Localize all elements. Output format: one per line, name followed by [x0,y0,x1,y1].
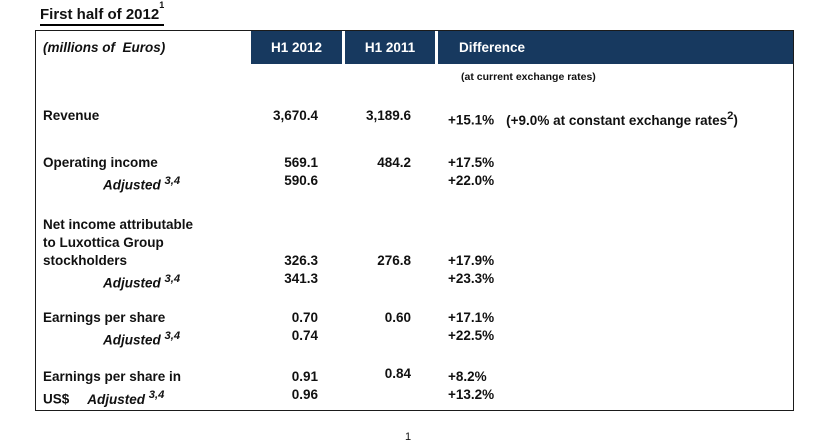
difference-value: +22.0% [448,173,495,188]
difference-value: +15.1% [448,112,495,128]
page-title-text: First half of 2012 [40,6,160,23]
column-header-difference: Difference [438,31,793,64]
value-h1-2011: 0.60 [384,310,411,325]
adjusted-label: Adjusted [103,275,161,291]
footnote-marker: 2 [727,110,734,122]
value-h1-2012: 0.70 [291,310,318,325]
page-number: 1 [405,431,412,443]
row-label: Revenue [43,108,100,123]
financial-results-table: (millions of Euros) H1 2012 H1 2011 Diff… [35,30,794,411]
table-row-operating-income: Operating income 569.1 484.2 +17.5% [36,154,793,172]
row-label: stockholders [43,253,128,268]
row-label: to Luxottica Group [43,235,164,250]
value-h1-2011 [345,270,435,293]
difference-value: +17.9% [448,253,495,268]
column-header-h1-2012: H1 2012 [251,31,342,64]
value-h1-2012: 341.3 [284,271,318,286]
row-label-usd-adjusted: US$ Adjusted 3,4 [36,386,251,409]
table-row-net-income-line1: Net income attributable [36,216,793,234]
table-row-eps-usd-line2: US$ Adjusted 3,4 0.96 +13.2% [36,386,793,407]
page-title: First half of 20121 [40,0,165,26]
adjusted-label: Adjusted [87,391,146,407]
row-label: Earnings per share in [43,369,182,384]
value-h1-2011 [345,386,435,409]
footnote-marker: 3,4 [164,330,181,342]
footnote-marker: 3,4 [148,389,165,401]
difference-value: +17.5% [448,155,495,170]
difference-cell: +15.1% (+9.0% at constant exchange rates2… [438,107,793,130]
usd-label: US$ [43,391,70,407]
exchange-rates-note: (at current exchange rates) [461,71,596,83]
value-h1-2011: 0.84 [384,366,411,381]
value-h1-2012: 0.96 [291,387,318,402]
difference-value: +8.2% [448,369,487,384]
row-label: Operating income [43,155,158,170]
table-row-net-income-line3: stockholders 326.3 276.8 +17.9% [36,252,793,270]
difference-value: +17.1% [448,310,495,325]
difference-value: +22.5% [448,328,495,343]
table-row-revenue: Revenue 3,670.4 3,189.6 +15.1% (+9.0% at … [36,107,793,128]
adjusted-label: Adjusted [103,332,161,348]
value-h1-2011: 276.8 [377,253,411,268]
difference-value: +23.3% [448,271,495,286]
row-label: Net income attributable [43,217,194,232]
table-row-eps-usd-line1: Earnings per share in 0.91 0.84 +8.2% [36,366,793,386]
value-h1-2012: 326.3 [284,253,318,268]
value-h1-2012: 590.6 [284,173,318,188]
value-h1-2011: 3,189.6 [365,108,411,123]
table-row-net-income-adjusted: Adjusted 3,4 341.3 +23.3% [36,270,793,291]
footnote-marker: 3,4 [164,175,181,187]
table-row-operating-income-adjusted: Adjusted 3,4 590.6 +22.0% [36,172,793,193]
constant-rates-note: (+9.0% at constant exchange rates [506,112,728,128]
row-label-adjusted: Adjusted 3,4 [36,172,251,195]
table-row-eps: Earnings per share 0.70 0.60 +17.1% [36,309,793,327]
table-row-net-income-line2: to Luxottica Group [36,234,793,252]
table-row-eps-adjusted: Adjusted 3,4 0.74 +22.5% [36,327,793,348]
row-label-adjusted: Adjusted 3,4 [36,327,251,350]
value-h1-2012: 0.91 [291,369,318,384]
units-label: (millions of Euros) [36,31,251,64]
column-header-h1-2011: H1 2011 [345,31,435,64]
value-h1-2012: 569.1 [284,155,318,170]
value-h1-2012: 0.74 [291,328,318,343]
value-h1-2012: 3,670.4 [272,108,318,123]
table-header-row: (millions of Euros) H1 2012 H1 2011 Diff… [36,31,793,64]
row-label: Earnings per share [43,310,166,325]
table-subheader-row: (at current exchange rates) [36,69,793,85]
page-title-footnote-marker: 1 [159,0,165,10]
value-h1-2011 [345,327,435,350]
footnote-marker: 3,4 [164,273,181,285]
row-label-adjusted: Adjusted 3,4 [36,270,251,293]
adjusted-label: Adjusted [103,177,161,193]
constant-rates-note-close: ) [733,112,738,128]
difference-value: +13.2% [448,387,495,402]
value-h1-2011 [345,172,435,195]
value-h1-2011: 484.2 [377,155,411,170]
